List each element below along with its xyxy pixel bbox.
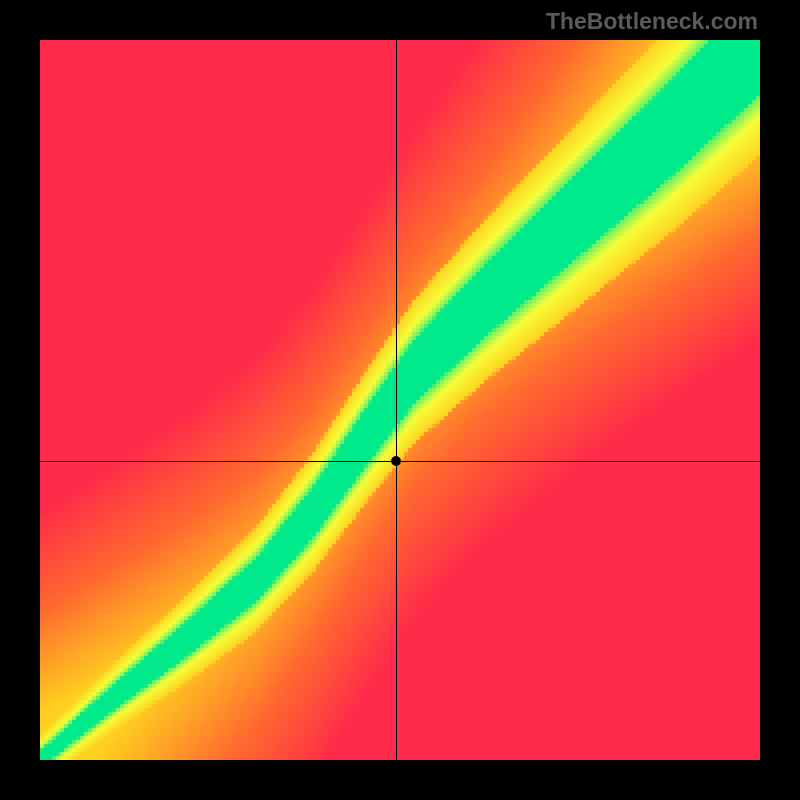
crosshair-vertical (396, 40, 397, 760)
heatmap-canvas (40, 40, 760, 760)
plot-area (40, 40, 760, 760)
watermark-text: TheBottleneck.com (546, 8, 758, 35)
chart-container: TheBottleneck.com (0, 0, 800, 800)
crosshair-marker (391, 456, 401, 466)
